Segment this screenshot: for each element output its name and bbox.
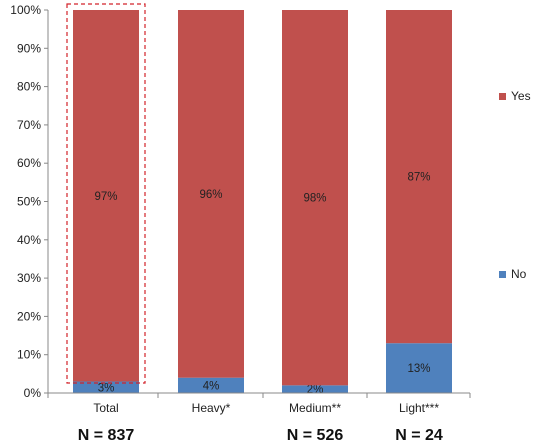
bar-yes-2 (282, 10, 348, 386)
x-tick-label: Heavy* (192, 401, 231, 415)
bar-yes-0 (73, 10, 139, 382)
x-tick-label: Medium** (289, 401, 341, 415)
legend-label-no: No (511, 267, 527, 281)
data-label-yes: 87% (407, 172, 430, 184)
data-label-yes: 98% (303, 193, 326, 205)
data-label-no: 4% (203, 380, 220, 392)
y-tick-label: 100% (10, 3, 41, 17)
y-tick-label: 80% (17, 80, 41, 94)
data-label-yes: 96% (199, 189, 222, 201)
x-tick-label: Light*** (399, 401, 439, 415)
y-tick-label: 20% (17, 309, 41, 323)
sample-size-label: N = 24 (395, 427, 443, 444)
sample-size-label: N = 837 (78, 427, 135, 444)
data-label-no: 13% (407, 363, 430, 375)
y-tick-label: 30% (17, 271, 41, 285)
y-tick-label: 60% (17, 156, 41, 170)
bar-no-3 (386, 343, 452, 393)
bar-yes-1 (178, 10, 244, 378)
x-axis: Total Heavy* Medium** Light*** (47, 392, 471, 415)
y-tick-label: 10% (17, 348, 41, 362)
y-tick-label: 90% (17, 41, 41, 55)
sample-size-labels: N = 837 N = 526 N = 24 (78, 427, 443, 444)
legend: Yes No (499, 89, 531, 281)
legend-swatch-yes (499, 93, 506, 100)
data-label-no: 2% (307, 384, 324, 396)
bar-no-0 (73, 381, 139, 393)
data-label-yes: 97% (94, 191, 117, 203)
y-axis: 0% 10% 20% 30% 40% 50% 60% 70% 80% 90% 100% (10, 3, 49, 400)
sample-size-label: N = 526 (287, 427, 344, 444)
y-tick-label: 40% (17, 233, 41, 247)
x-tick-label: Total (93, 401, 118, 415)
bar-no-2 (282, 385, 348, 393)
y-tick-label: 0% (24, 386, 42, 400)
bar-yes-3 (386, 10, 452, 344)
y-tick-label: 50% (17, 195, 41, 209)
legend-label-yes: Yes (511, 89, 531, 103)
bars: 3% 97% 4% 96% 2% 98% 13% 87% (66, 3, 452, 396)
bar-no-1 (178, 377, 244, 393)
y-tick-label: 70% (17, 118, 41, 132)
data-label-no: 3% (98, 382, 115, 394)
highlight-box (66, 3, 146, 384)
legend-swatch-no (499, 271, 506, 278)
